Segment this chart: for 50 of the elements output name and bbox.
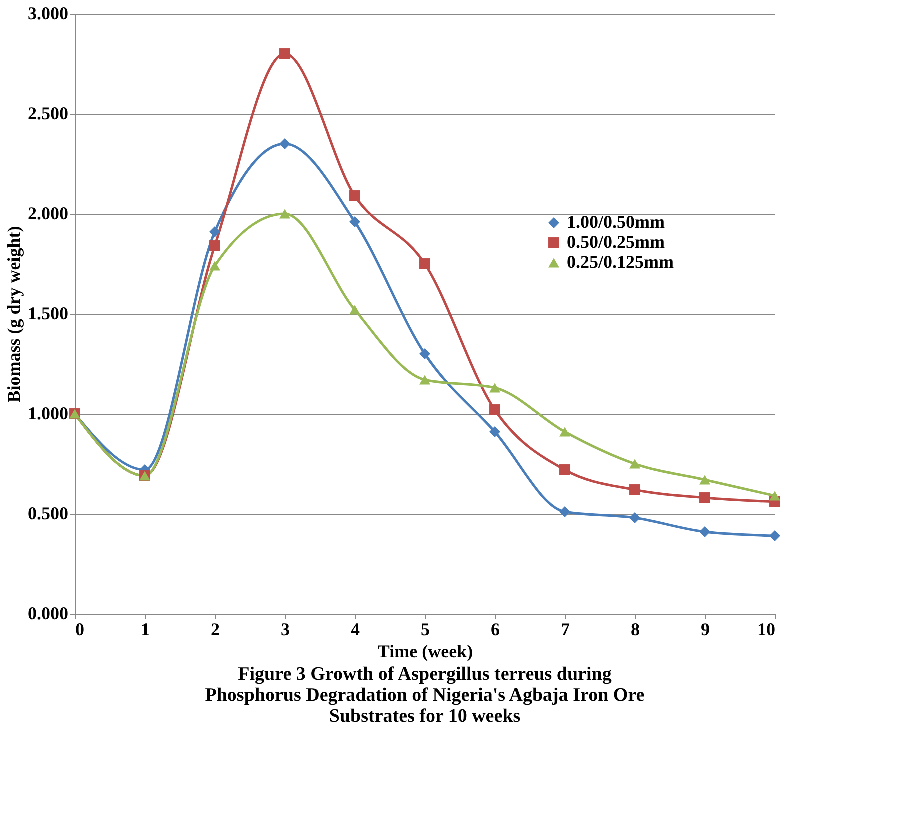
point (350, 216, 360, 228)
point (700, 475, 710, 485)
point (770, 491, 780, 501)
legend-label: 0.25/0.125mm (567, 252, 674, 272)
y-axis-title: Biomass (g dry weight) (4, 226, 24, 403)
point (210, 261, 220, 271)
x-tick-label: 10 (758, 620, 776, 640)
point (630, 512, 640, 524)
point (700, 526, 710, 538)
x-tick-label: 6 (491, 620, 500, 640)
x-tick-label: 9 (701, 620, 710, 640)
point (700, 492, 710, 504)
point (560, 506, 570, 518)
point (630, 484, 640, 496)
point (560, 427, 570, 437)
point (490, 426, 500, 438)
x-tick-label: 5 (421, 620, 430, 640)
point (490, 404, 500, 416)
y-tick-label: 0.500 (28, 504, 68, 524)
point (560, 464, 570, 476)
point (350, 190, 360, 202)
y-tick-label: 1.000 (28, 404, 68, 424)
point (420, 348, 430, 360)
x-tick-label: 0 (76, 620, 84, 640)
point (350, 305, 360, 315)
point (490, 383, 500, 393)
point (770, 530, 780, 542)
y-tick-label: 3.000 (28, 4, 68, 24)
x-tick-label: 4 (351, 620, 360, 640)
x-tick-label: 2 (211, 620, 220, 640)
y-tick-label: 2.000 (28, 204, 68, 224)
point (280, 209, 290, 219)
x-tick-label: 3 (281, 620, 290, 640)
text: Figure 3 Growth of Aspergillus terreus during Phosphorus Degradation of Nigeria's Agbaja Iron Ore Substrates for 10 weeks (205, 664, 645, 727)
x-tick-label: 8 (631, 620, 640, 640)
point (210, 226, 220, 238)
point (630, 459, 640, 469)
y-tick-label: 0.000 (28, 604, 68, 624)
point (280, 138, 290, 150)
point (420, 258, 430, 270)
x-tick-label: 1 (141, 620, 150, 640)
x-tick-label: 7 (561, 620, 570, 640)
x-axis-title: Time (week) (378, 642, 474, 662)
legend-label: 0.50/0.25mm (567, 232, 665, 252)
y-tick-label: 1.500 (28, 304, 68, 324)
point (420, 375, 430, 385)
point (280, 48, 290, 60)
legend-label: 1.00/0.50mm (567, 212, 665, 232)
point (210, 240, 220, 252)
y-tick-label: 2.500 (28, 104, 68, 124)
